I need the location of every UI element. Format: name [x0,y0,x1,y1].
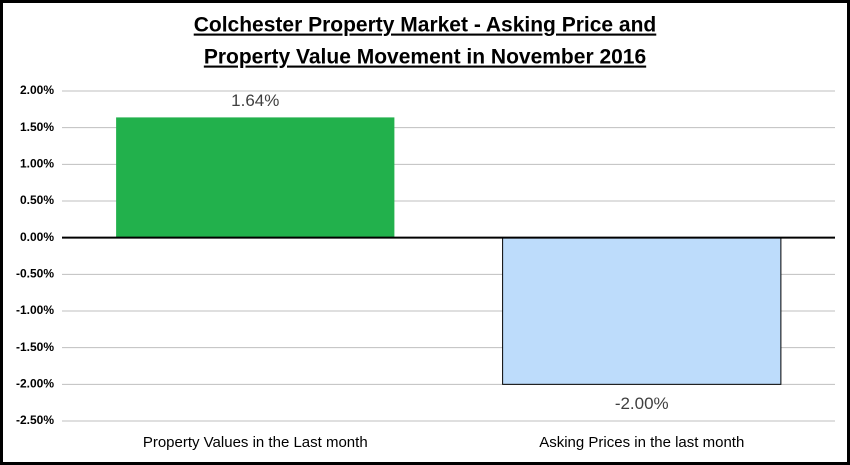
bar [116,117,395,238]
x-tick-label: Property Values in the Last month [143,434,368,451]
y-tick-label: -1.50% [16,340,54,354]
y-tick-label: 0.00% [20,230,54,244]
y-tick-label: -0.50% [16,267,54,281]
y-tick-label: 1.00% [20,157,54,171]
data-label: 1.64% [231,91,279,110]
y-tick-label: 1.50% [20,120,54,134]
chart-title: Colchester Property Market - Asking Pric… [194,14,657,37]
data-label: -2.00% [615,394,669,413]
bar [502,237,782,385]
y-tick-label: 2.00% [20,83,54,97]
y-tick-label: -2.00% [16,377,54,391]
x-tick-label: Asking Prices in the last month [539,434,744,451]
y-tick-label: 0.50% [20,193,54,207]
chart-title: Property Value Movement in November 2016 [204,46,646,69]
y-tick-label: -2.50% [16,413,54,427]
y-tick-label: -1.00% [16,303,54,317]
